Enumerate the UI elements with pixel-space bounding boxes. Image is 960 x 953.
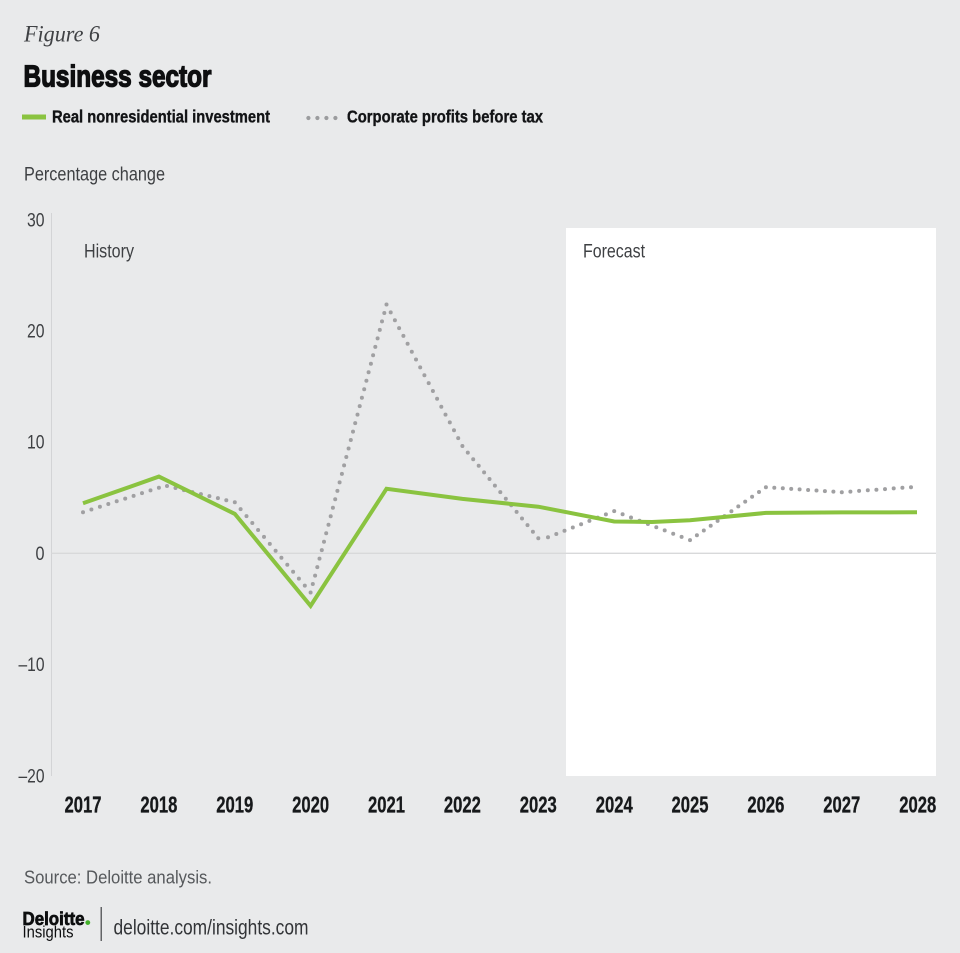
svg-text:Source: Deloitte analysis.: Source: Deloitte analysis.	[24, 868, 212, 888]
svg-text:–20: –20	[19, 765, 45, 787]
svg-text:Business sector: Business sector	[24, 59, 212, 94]
svg-text:History: History	[84, 242, 134, 263]
svg-text:Figure 6: Figure 6	[23, 22, 100, 47]
svg-text:2022: 2022	[444, 792, 481, 818]
svg-text:2019: 2019	[216, 792, 253, 818]
svg-text:Percentage change: Percentage change	[24, 165, 165, 186]
svg-text:2023: 2023	[520, 792, 557, 818]
svg-text:2017: 2017	[65, 792, 102, 818]
svg-text:Corporate profits before tax: Corporate profits before tax	[347, 107, 543, 127]
svg-text:30: 30	[27, 209, 45, 231]
svg-text:Deloitte: Deloitte	[23, 909, 85, 929]
svg-text:2018: 2018	[140, 792, 177, 818]
svg-text:deloitte.com/insights.com: deloitte.com/insights.com	[114, 916, 309, 940]
svg-text:20: 20	[27, 321, 45, 343]
svg-text:2024: 2024	[596, 792, 633, 818]
svg-text:2020: 2020	[292, 792, 329, 818]
svg-text:Forecast: Forecast	[583, 242, 646, 263]
svg-text:Real nonresidential investment: Real nonresidential investment	[52, 107, 270, 127]
svg-text:Insights: Insights	[23, 924, 74, 942]
svg-text:2027: 2027	[823, 792, 860, 818]
svg-text:2025: 2025	[672, 792, 709, 818]
svg-text:10: 10	[27, 432, 45, 454]
svg-text:0: 0	[36, 543, 45, 565]
svg-text:–10: –10	[19, 654, 45, 676]
svg-text:2026: 2026	[747, 792, 784, 818]
svg-text:2028: 2028	[899, 792, 936, 818]
svg-text:2021: 2021	[368, 792, 405, 818]
